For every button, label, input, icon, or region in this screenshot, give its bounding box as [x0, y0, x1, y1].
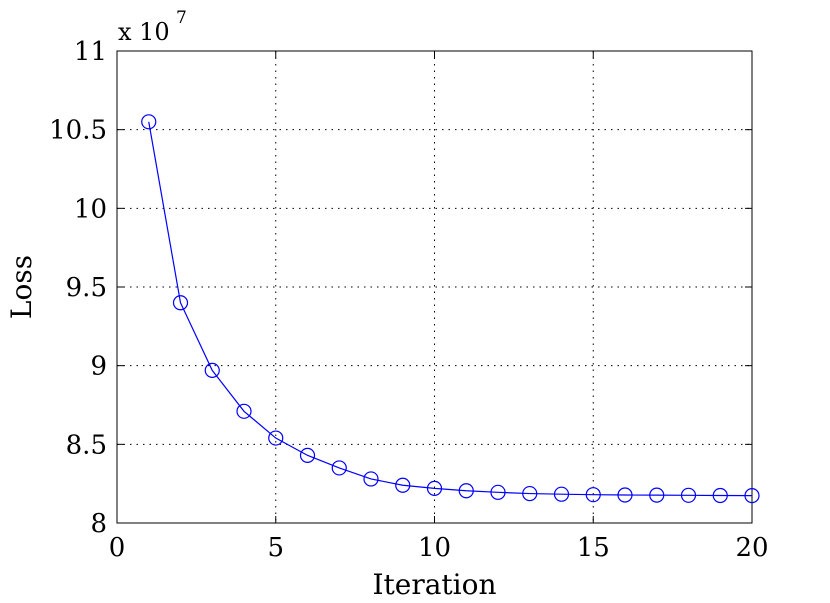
y-tick-label: 9: [90, 352, 107, 382]
data-point-marker: [268, 430, 284, 446]
axis-ticks: [116, 50, 753, 524]
y-tick-label: 11: [74, 37, 107, 67]
x-tick-label: 10: [418, 533, 451, 563]
data-point-marker: [712, 487, 728, 504]
y-tick-labels: 8 8.5 9 9.5 10 10.5 11: [49, 37, 107, 539]
x-axis-label: Iteration: [372, 568, 496, 601]
data-point-marker: [585, 487, 601, 503]
data-point-marker: [395, 477, 411, 493]
data-point-marker: [363, 471, 379, 487]
x-tick-label: 20: [735, 533, 768, 563]
y-tick-label: 9.5: [66, 273, 107, 303]
data-point-marker: [141, 114, 157, 130]
y-tick-label: 8.5: [66, 430, 107, 460]
y-tick-label: 10: [74, 194, 107, 224]
x-tick-label: 15: [577, 533, 610, 563]
x-tick-label: 5: [267, 533, 284, 563]
x-tick-label: 0: [109, 533, 126, 563]
data-point-marker: [649, 487, 665, 503]
y-tick-label: 8: [90, 509, 107, 539]
data-point-marker: [236, 403, 252, 419]
y-axis-label: Loss: [5, 255, 38, 319]
exponent-power: 7: [176, 8, 187, 28]
exponent-base: x 10: [118, 18, 170, 46]
series-line: [148, 121, 753, 497]
data-point-marker: [617, 487, 633, 503]
exponent-label: x 10 7: [118, 8, 187, 46]
y-tick-label: 10.5: [49, 116, 107, 146]
data-point-marker: [553, 486, 570, 502]
x-tick-labels: 0 5 10 15 20: [109, 533, 769, 563]
data-point-marker: [522, 485, 538, 502]
data-point-marker: [331, 460, 347, 476]
data-point-marker: [490, 484, 506, 500]
data-point-marker: [458, 483, 474, 499]
data-point-marker: [680, 487, 697, 503]
data-point-marker: [204, 362, 220, 378]
data-point-marker: [299, 447, 316, 463]
data-point-marker: [172, 295, 189, 311]
grid: [117, 51, 752, 523]
data-point-marker: [426, 480, 443, 496]
data-point-marker: [744, 488, 760, 504]
series-layer: [141, 114, 760, 504]
